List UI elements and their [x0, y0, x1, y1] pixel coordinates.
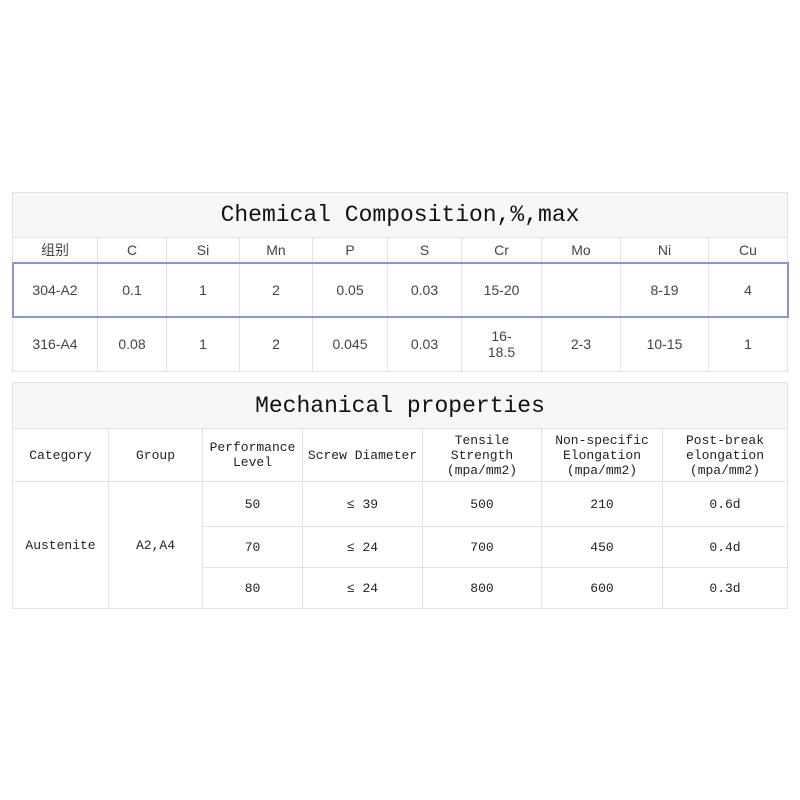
table-cell: 2	[240, 317, 313, 372]
category-cell: Austenite	[12, 482, 109, 609]
column-header: Ni	[621, 238, 709, 263]
table-cell: 2	[240, 263, 313, 317]
table-cell: ≤ 24	[303, 527, 423, 568]
table-cell: 316-A4	[12, 317, 98, 372]
table-cell: 0.3d	[663, 568, 788, 609]
table-cell: 0.03	[388, 317, 462, 372]
table-cell: 8-19	[621, 263, 709, 317]
chemical-title: Chemical Composition,%,max	[12, 192, 788, 238]
table-cell: 80	[203, 568, 303, 609]
column-header: Performance Level	[203, 429, 303, 482]
column-header: P	[313, 238, 388, 263]
table-cell: 500	[423, 482, 542, 527]
table-cell: 700	[423, 527, 542, 568]
table-cell	[542, 263, 621, 317]
table-cell: 0.4d	[663, 527, 788, 568]
column-header: Non-specific Elongation (mpa/mm2)	[542, 429, 663, 482]
column-header: Category	[12, 429, 109, 482]
table-cell: 0.045	[313, 317, 388, 372]
column-header: Cu	[709, 238, 788, 263]
table-cell: 4	[709, 263, 788, 317]
table-cell: 800	[423, 568, 542, 609]
column-header: S	[388, 238, 462, 263]
table-cell: 450	[542, 527, 663, 568]
column-header: Screw Diameter	[303, 429, 423, 482]
column-header: C	[98, 238, 167, 263]
table-cell: 304-A2	[12, 263, 98, 317]
table-cell: 0.6d	[663, 482, 788, 527]
table-cell: 1	[709, 317, 788, 372]
table-cell: 0.03	[388, 263, 462, 317]
table-cell: ≤ 24	[303, 568, 423, 609]
column-header: 组别	[12, 238, 98, 263]
table-cell: ≤ 39	[303, 482, 423, 527]
table-cell: 10-15	[621, 317, 709, 372]
column-header: Tensile Strength (mpa/mm2)	[423, 429, 542, 482]
table-cell: 0.1	[98, 263, 167, 317]
table-cell: 0.08	[98, 317, 167, 372]
column-header: Post-break elongation (mpa/mm2)	[663, 429, 788, 482]
table-cell: 1	[167, 317, 240, 372]
table-cell: 16- 18.5	[462, 317, 542, 372]
mechanical-title: Mechanical properties	[12, 382, 788, 429]
table-cell: 2-3	[542, 317, 621, 372]
column-header: Mo	[542, 238, 621, 263]
table-cell: 0.05	[313, 263, 388, 317]
table-cell: 15-20	[462, 263, 542, 317]
column-header: Si	[167, 238, 240, 263]
table-cell: 70	[203, 527, 303, 568]
column-header: Mn	[240, 238, 313, 263]
group-cell: A2,A4	[109, 482, 203, 609]
column-header: Group	[109, 429, 203, 482]
table-cell: 600	[542, 568, 663, 609]
table-cell: 210	[542, 482, 663, 527]
column-header: Cr	[462, 238, 542, 263]
table-cell: 50	[203, 482, 303, 527]
table-cell: 1	[167, 263, 240, 317]
